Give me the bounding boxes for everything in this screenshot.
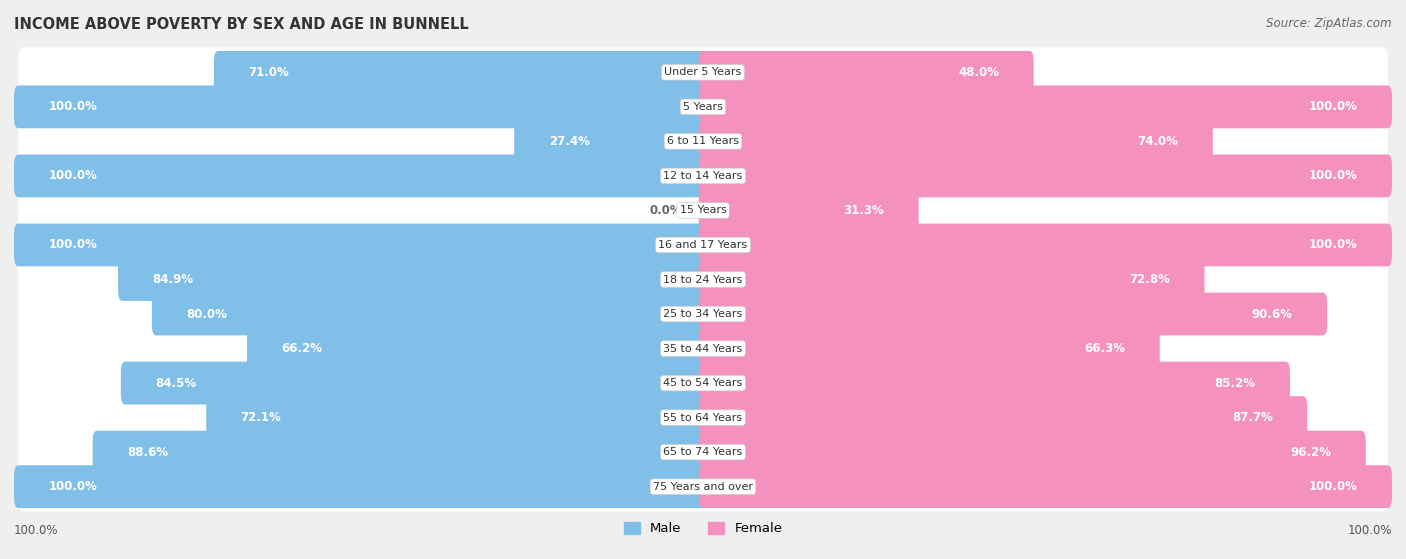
Text: 55 to 64 Years: 55 to 64 Years <box>664 413 742 423</box>
FancyBboxPatch shape <box>214 51 707 94</box>
Text: 66.2%: 66.2% <box>281 342 322 355</box>
Text: 65 to 74 Years: 65 to 74 Years <box>664 447 742 457</box>
FancyBboxPatch shape <box>14 86 707 128</box>
Text: 100.0%: 100.0% <box>1309 169 1358 182</box>
FancyBboxPatch shape <box>118 258 707 301</box>
FancyBboxPatch shape <box>699 292 1327 335</box>
FancyBboxPatch shape <box>18 462 1388 511</box>
FancyBboxPatch shape <box>699 120 1213 163</box>
Text: 100.0%: 100.0% <box>48 239 97 252</box>
FancyBboxPatch shape <box>699 224 1392 267</box>
FancyBboxPatch shape <box>14 465 707 508</box>
FancyBboxPatch shape <box>699 86 1392 128</box>
Text: 72.1%: 72.1% <box>240 411 281 424</box>
Text: 84.9%: 84.9% <box>152 273 194 286</box>
Text: 88.6%: 88.6% <box>127 446 169 458</box>
FancyBboxPatch shape <box>207 396 707 439</box>
FancyBboxPatch shape <box>121 362 707 405</box>
FancyBboxPatch shape <box>515 120 707 163</box>
Text: 75 Years and over: 75 Years and over <box>652 482 754 492</box>
Text: 25 to 34 Years: 25 to 34 Years <box>664 309 742 319</box>
FancyBboxPatch shape <box>699 51 1033 94</box>
Text: 12 to 14 Years: 12 to 14 Years <box>664 171 742 181</box>
FancyBboxPatch shape <box>18 220 1388 270</box>
Text: 74.0%: 74.0% <box>1137 135 1178 148</box>
FancyBboxPatch shape <box>93 431 707 473</box>
Text: 100.0%: 100.0% <box>1309 239 1358 252</box>
Text: 15 Years: 15 Years <box>679 206 727 215</box>
FancyBboxPatch shape <box>18 393 1388 443</box>
FancyBboxPatch shape <box>152 292 707 335</box>
FancyBboxPatch shape <box>699 189 918 232</box>
Text: INCOME ABOVE POVERTY BY SEX AND AGE IN BUNNELL: INCOME ABOVE POVERTY BY SEX AND AGE IN B… <box>14 17 468 32</box>
Text: 90.6%: 90.6% <box>1251 307 1292 320</box>
Text: Under 5 Years: Under 5 Years <box>665 67 741 77</box>
Text: 100.0%: 100.0% <box>1309 480 1358 493</box>
Text: 100.0%: 100.0% <box>1309 101 1358 113</box>
Text: 100.0%: 100.0% <box>48 169 97 182</box>
FancyBboxPatch shape <box>14 224 707 267</box>
Text: 100.0%: 100.0% <box>1347 524 1392 537</box>
FancyBboxPatch shape <box>247 327 707 370</box>
FancyBboxPatch shape <box>18 289 1388 339</box>
Legend: Male, Female: Male, Female <box>619 517 787 541</box>
Text: 80.0%: 80.0% <box>186 307 228 320</box>
Text: 31.3%: 31.3% <box>844 204 884 217</box>
Text: 85.2%: 85.2% <box>1215 377 1256 390</box>
FancyBboxPatch shape <box>14 154 707 197</box>
FancyBboxPatch shape <box>699 327 1160 370</box>
FancyBboxPatch shape <box>18 116 1388 166</box>
FancyBboxPatch shape <box>699 154 1392 197</box>
Text: 18 to 24 Years: 18 to 24 Years <box>664 274 742 285</box>
FancyBboxPatch shape <box>18 324 1388 373</box>
Text: 87.7%: 87.7% <box>1232 411 1272 424</box>
Text: 35 to 44 Years: 35 to 44 Years <box>664 344 742 353</box>
Text: 5 Years: 5 Years <box>683 102 723 112</box>
FancyBboxPatch shape <box>18 186 1388 235</box>
Text: 6 to 11 Years: 6 to 11 Years <box>666 136 740 146</box>
FancyBboxPatch shape <box>699 431 1365 473</box>
FancyBboxPatch shape <box>18 358 1388 408</box>
Text: 100.0%: 100.0% <box>48 480 97 493</box>
FancyBboxPatch shape <box>699 465 1392 508</box>
Text: 100.0%: 100.0% <box>14 524 59 537</box>
Text: 71.0%: 71.0% <box>249 66 290 79</box>
FancyBboxPatch shape <box>699 362 1289 405</box>
Text: 72.8%: 72.8% <box>1129 273 1170 286</box>
FancyBboxPatch shape <box>699 396 1308 439</box>
Text: 84.5%: 84.5% <box>155 377 197 390</box>
Text: 16 and 17 Years: 16 and 17 Years <box>658 240 748 250</box>
FancyBboxPatch shape <box>699 258 1205 301</box>
FancyBboxPatch shape <box>18 255 1388 304</box>
FancyBboxPatch shape <box>18 151 1388 201</box>
Text: 100.0%: 100.0% <box>48 101 97 113</box>
FancyBboxPatch shape <box>18 82 1388 132</box>
Text: 66.3%: 66.3% <box>1084 342 1125 355</box>
Text: 0.0%: 0.0% <box>650 204 682 217</box>
Text: 96.2%: 96.2% <box>1291 446 1331 458</box>
Text: Source: ZipAtlas.com: Source: ZipAtlas.com <box>1267 17 1392 30</box>
FancyBboxPatch shape <box>18 427 1388 477</box>
Text: 45 to 54 Years: 45 to 54 Years <box>664 378 742 388</box>
FancyBboxPatch shape <box>18 48 1388 97</box>
Text: 27.4%: 27.4% <box>548 135 589 148</box>
Text: 48.0%: 48.0% <box>959 66 1000 79</box>
